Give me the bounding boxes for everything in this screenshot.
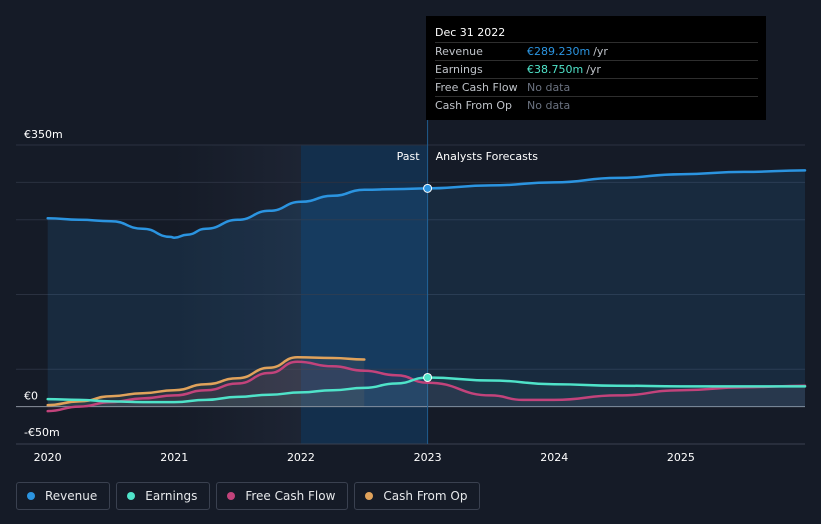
legend-item-earnings[interactable]: Earnings	[116, 482, 211, 510]
gridlines	[16, 16, 805, 445]
revenue-area-fill	[47, 170, 805, 407]
tooltip-value-unit: /yr	[593, 45, 608, 58]
cash-from-op-line	[46, 356, 366, 407]
tooltip-value-number: No data	[527, 81, 571, 94]
tooltip-value: €38.750m/yr	[527, 61, 601, 78]
x-tick-label: 2021	[160, 451, 188, 464]
past-label: Past	[397, 150, 421, 163]
earnings-marker	[423, 372, 433, 382]
legend-dot-icon	[127, 492, 136, 500]
free-cash-flow-area-fill	[47, 361, 805, 412]
legend-label: Revenue	[45, 489, 98, 503]
tooltip: Dec 31 2022 Revenue €289.230m/yr Earnings €…	[426, 16, 766, 120]
axis-labels: €350m €0 -€50m 2020 2021 2022 2023 2024 2025 Past…	[24, 128, 695, 464]
series-lines	[46, 169, 807, 413]
legend-item-free-cash-flow[interactable]: Free Cash Flow	[216, 482, 349, 510]
x-tick-label: 2025	[667, 451, 695, 464]
tooltip-date: Dec 31 2022	[435, 26, 506, 39]
earnings-line	[46, 376, 807, 404]
legend-dot-icon	[27, 492, 35, 500]
x-tick-label: 2023	[414, 451, 442, 464]
tooltip-label: Revenue	[435, 45, 483, 58]
legend-dot-icon	[365, 492, 374, 500]
tooltip-value-unit: /yr	[586, 63, 601, 76]
tooltip-value-number: No data	[527, 99, 571, 112]
tooltip-value: No data	[527, 79, 570, 96]
tooltip-value-number: €38.750m	[527, 63, 584, 76]
legend-label: Cash From Op	[383, 489, 468, 503]
tooltip-label: Free Cash Flow	[435, 81, 518, 94]
legend: Revenue Earnings Free Cash Flow Cash From O…	[16, 482, 481, 510]
y-tick-label: -€50m	[24, 426, 60, 439]
tooltip-row: Free Cash Flow No data	[435, 78, 758, 96]
legend-item-cash-from-op[interactable]: Cash From Op	[354, 482, 481, 510]
tooltip-label: Cash From Op	[435, 99, 513, 112]
legend-label: Free Cash Flow	[245, 489, 336, 503]
forecast-label: Analysts Forecasts	[436, 150, 539, 163]
y-tick-label: €350m	[24, 128, 63, 141]
tooltip-row: Earnings €38.750m/yr	[435, 60, 758, 78]
revenue-line	[46, 169, 807, 239]
revenue-marker	[423, 183, 433, 193]
legend-label: Earnings	[145, 489, 198, 503]
tooltip-value: €289.230m/yr	[527, 43, 608, 60]
y-tick-label: €0	[24, 390, 38, 403]
legend-dot-icon	[227, 492, 236, 500]
tooltip-label: Earnings	[435, 63, 483, 76]
tooltip-row: Cash From Op No data	[435, 96, 758, 114]
tooltip-value: No data	[527, 97, 570, 114]
free-cash-flow-line	[46, 360, 807, 413]
tooltip-row: Revenue €289.230m/yr	[435, 42, 758, 60]
tooltip-value-number: €289.230m	[527, 45, 591, 58]
x-tick-label: 2022	[287, 451, 315, 464]
hover-markers	[423, 183, 433, 382]
x-tick-label: 2024	[540, 451, 568, 464]
legend-item-revenue[interactable]: Revenue	[16, 482, 111, 510]
earnings-area-fill	[47, 377, 805, 407]
x-tick-label: 2020	[34, 451, 62, 464]
